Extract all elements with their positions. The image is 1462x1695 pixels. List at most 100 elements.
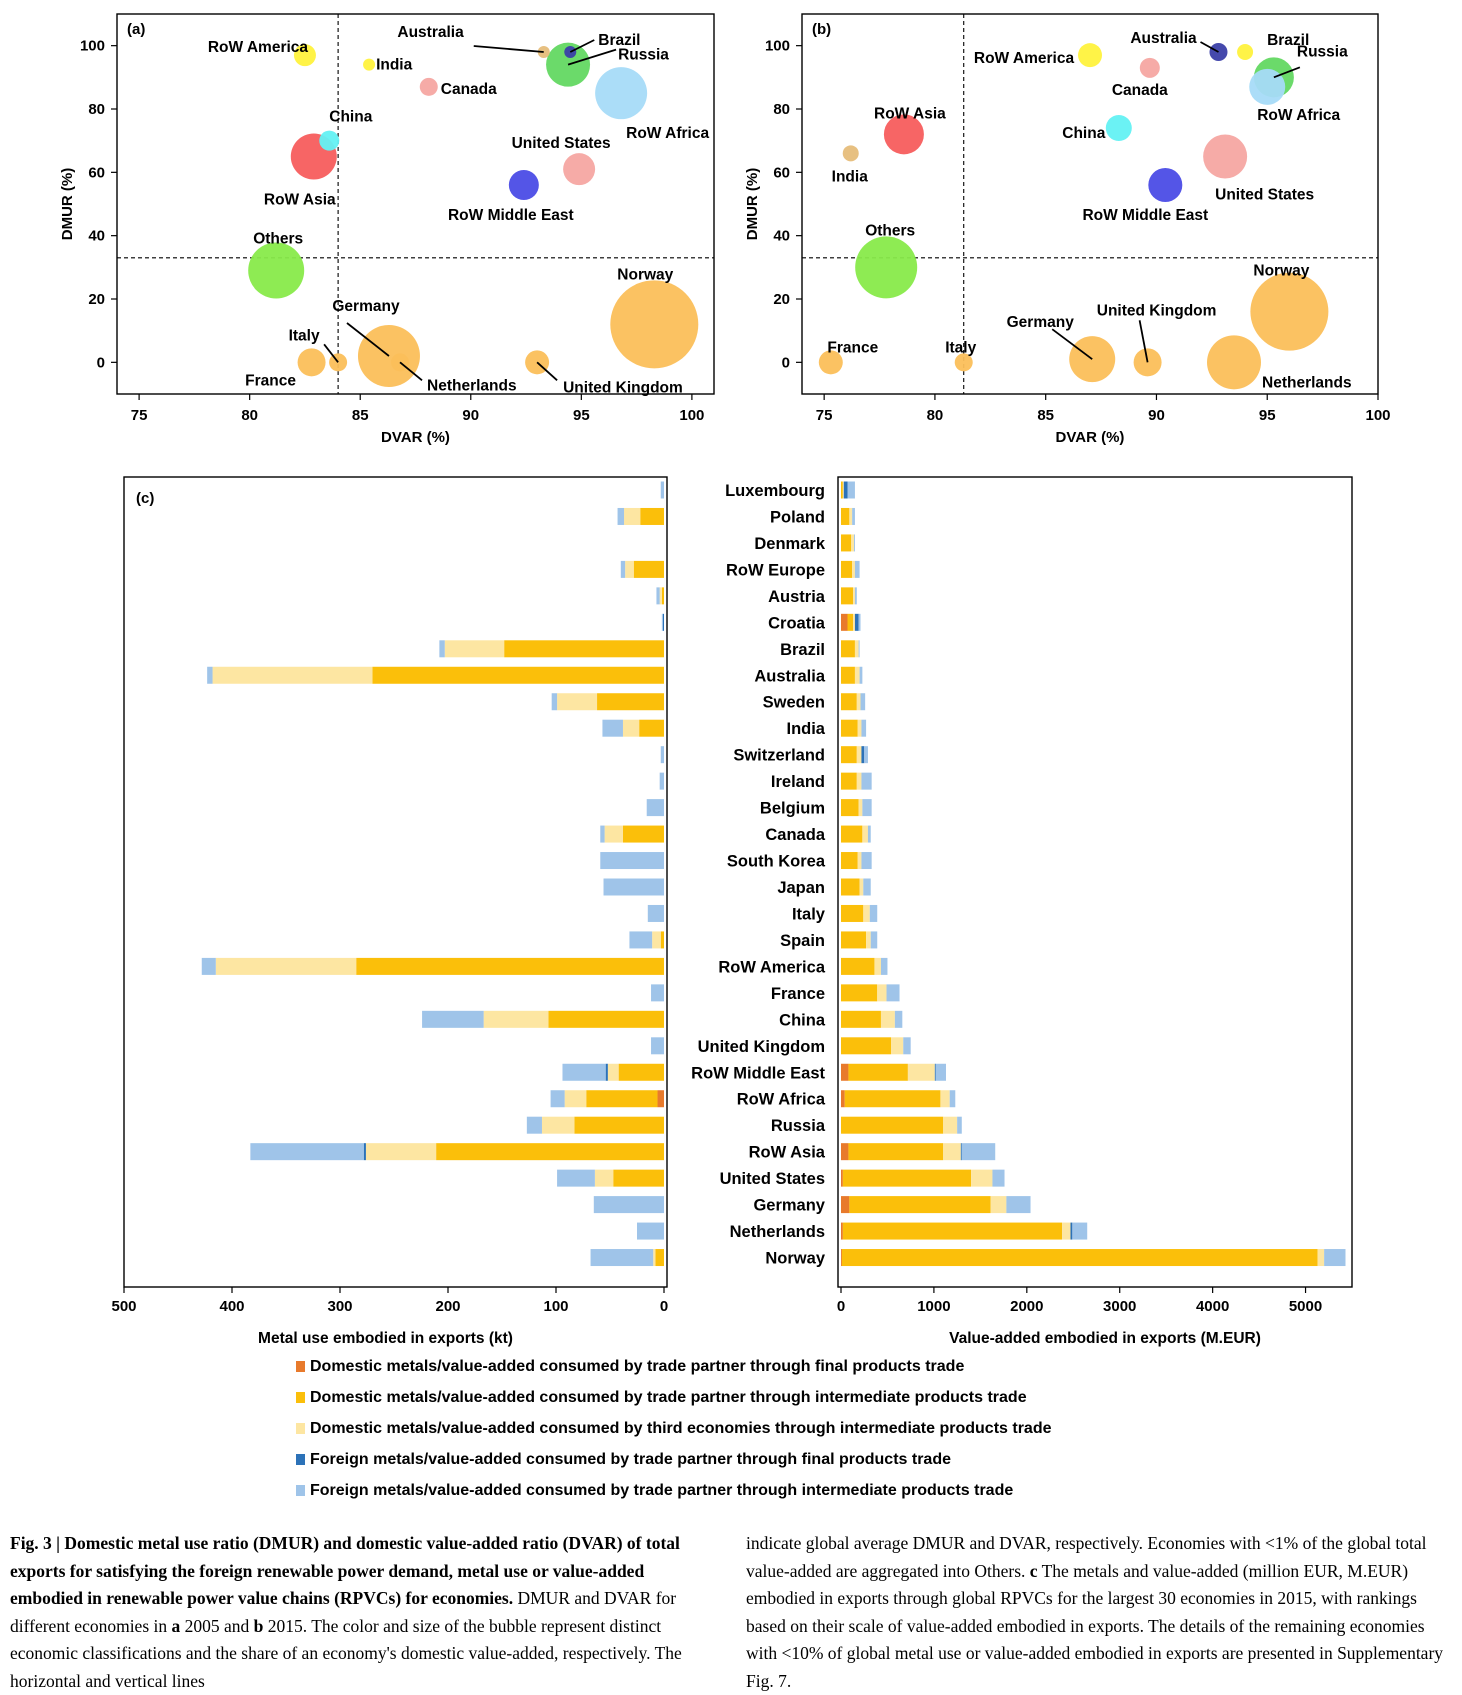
bar-value-added-segment: [880, 957, 888, 975]
y-tick-label: 0: [782, 354, 790, 371]
bubble-label: China: [1062, 125, 1105, 142]
y-axis-label: DMUR (%): [59, 168, 76, 241]
panel-label: (b): [812, 21, 831, 38]
bar-metal-segment: [662, 613, 664, 631]
category-label: China: [779, 1011, 826, 1029]
bar-metal-segment: [637, 1222, 664, 1240]
bar-value-added-segment: [856, 772, 862, 790]
x-tick-label: 200: [435, 1298, 460, 1315]
bar-value-added-segment: [841, 481, 843, 499]
panel-label: (c): [136, 490, 154, 507]
bar-value-added-segment: [841, 613, 848, 631]
x-tick-label: 400: [219, 1298, 244, 1315]
bar-metal-segment: [659, 587, 662, 605]
right-plot-frame: [837, 476, 1353, 1288]
bar-metal-segment: [212, 666, 373, 684]
category-label: South Korea: [727, 853, 826, 871]
legend: Domestic metals/value-added consumed by …: [296, 1358, 1052, 1499]
bar-value-added-segment: [863, 878, 871, 896]
category-label: Spain: [780, 932, 825, 950]
bubble-label: RoW Africa: [626, 125, 709, 142]
category-label: Austria: [768, 588, 826, 606]
bar-value-added-segment: [854, 587, 857, 605]
caption-text: 2015. The color and size of the bubble r…: [10, 1615, 682, 1691]
bar-value-added-segment: [1062, 1222, 1071, 1240]
bubble-label: Canada: [1112, 82, 1168, 99]
bubble-canada: [1139, 57, 1160, 78]
bubble-label: Brazil: [1267, 32, 1309, 49]
bar-value-added-segment: [1006, 1196, 1031, 1214]
bar-value-added-segment: [861, 746, 865, 764]
bar-value-added-segment: [842, 1222, 1063, 1240]
bar-value-added-segment: [857, 719, 862, 737]
category-label: United States: [720, 1170, 825, 1188]
bar-metal-segment: [548, 1010, 664, 1028]
right-x-axis-label: Value-added embodied in exports (M.EUR): [949, 1330, 1261, 1347]
bar-value-added-segment: [853, 587, 855, 605]
y-tick-label: 100: [80, 38, 105, 55]
bar-metal-segment: [436, 1143, 664, 1161]
leader-line: [1051, 328, 1093, 360]
bar-metal-segment: [574, 1116, 664, 1134]
bar-metal-segment: [640, 507, 664, 525]
bar-value-added-segment: [841, 534, 852, 552]
x-tick-label: 90: [462, 407, 479, 424]
bar-metal-segment: [605, 1063, 608, 1081]
category-label: RoW Asia: [749, 1144, 826, 1162]
plot-frame: [801, 13, 1379, 395]
x-tick-label: 5000: [1289, 1298, 1322, 1315]
bar-value-added-segment: [842, 481, 844, 499]
bar-metal-segment: [633, 560, 664, 578]
category-label: Canada: [765, 826, 825, 844]
leader-line: [473, 45, 544, 53]
bar-value-added-segment: [961, 1143, 996, 1161]
bubble-label: Australia: [1130, 30, 1197, 47]
bar-value-added-segment: [934, 1063, 936, 1081]
category-label: Sweden: [763, 694, 825, 712]
x-tick-label: 95: [1259, 407, 1276, 424]
bar-value-added-segment: [841, 507, 850, 525]
y-tick-label: 80: [773, 101, 790, 118]
bar-value-added-segment: [854, 534, 855, 552]
bar-value-added-segment: [841, 1063, 849, 1081]
bar-value-added-segment: [949, 1090, 956, 1108]
bar-metal-segment: [620, 560, 626, 578]
bar-value-added-segment: [841, 825, 863, 843]
plot-frame: [116, 13, 715, 395]
leader-line: [536, 361, 558, 382]
bubble-label: Norway: [617, 266, 673, 283]
category-label: RoW Middle East: [691, 1064, 825, 1082]
bubble-label: RoW Middle East: [1082, 207, 1208, 224]
bar-metal-segment: [439, 640, 445, 658]
bar-value-added-segment: [842, 1169, 972, 1187]
x-tick-label: 90: [1148, 407, 1165, 424]
bar-metal-segment: [551, 693, 558, 711]
bar-metal-segment: [622, 825, 664, 843]
bar-value-added-segment: [841, 746, 857, 764]
caption-title: Fig. 3 | Domestic metal use ratio (DMUR)…: [10, 1533, 680, 1608]
bar-value-added-segment: [860, 693, 866, 711]
bar-metal-segment: [655, 1249, 664, 1267]
bubble-label: RoW Asia: [874, 105, 946, 122]
category-label: RoW America: [718, 958, 825, 976]
bubble-label: Norway: [1253, 263, 1309, 280]
bar-value-added-segment: [841, 957, 875, 975]
bar-value-added-segment: [856, 746, 862, 764]
caption-text: indicate global average DMUR and DVAR, r…: [746, 1533, 1427, 1581]
bubble-row-asia: [883, 114, 924, 155]
bar-metal-segment: [365, 1143, 437, 1161]
bubble-row-africa: [595, 67, 648, 120]
bar-value-added-segment: [874, 957, 881, 975]
category-label: Japan: [777, 879, 825, 897]
bubble-france: [818, 350, 843, 375]
bar-value-added-segment: [943, 1116, 958, 1134]
bar-value-added-segment: [841, 852, 858, 870]
y-tick-label: 80: [88, 101, 105, 118]
bar-value-added-segment: [848, 1063, 908, 1081]
bubble-norway: [610, 280, 699, 369]
bar-metal-segment: [356, 957, 664, 975]
category-label: Switzerland: [733, 747, 825, 765]
bubble-label: Others: [253, 231, 303, 248]
bar-value-added-segment: [852, 560, 855, 578]
bar-value-added-segment: [957, 1116, 962, 1134]
